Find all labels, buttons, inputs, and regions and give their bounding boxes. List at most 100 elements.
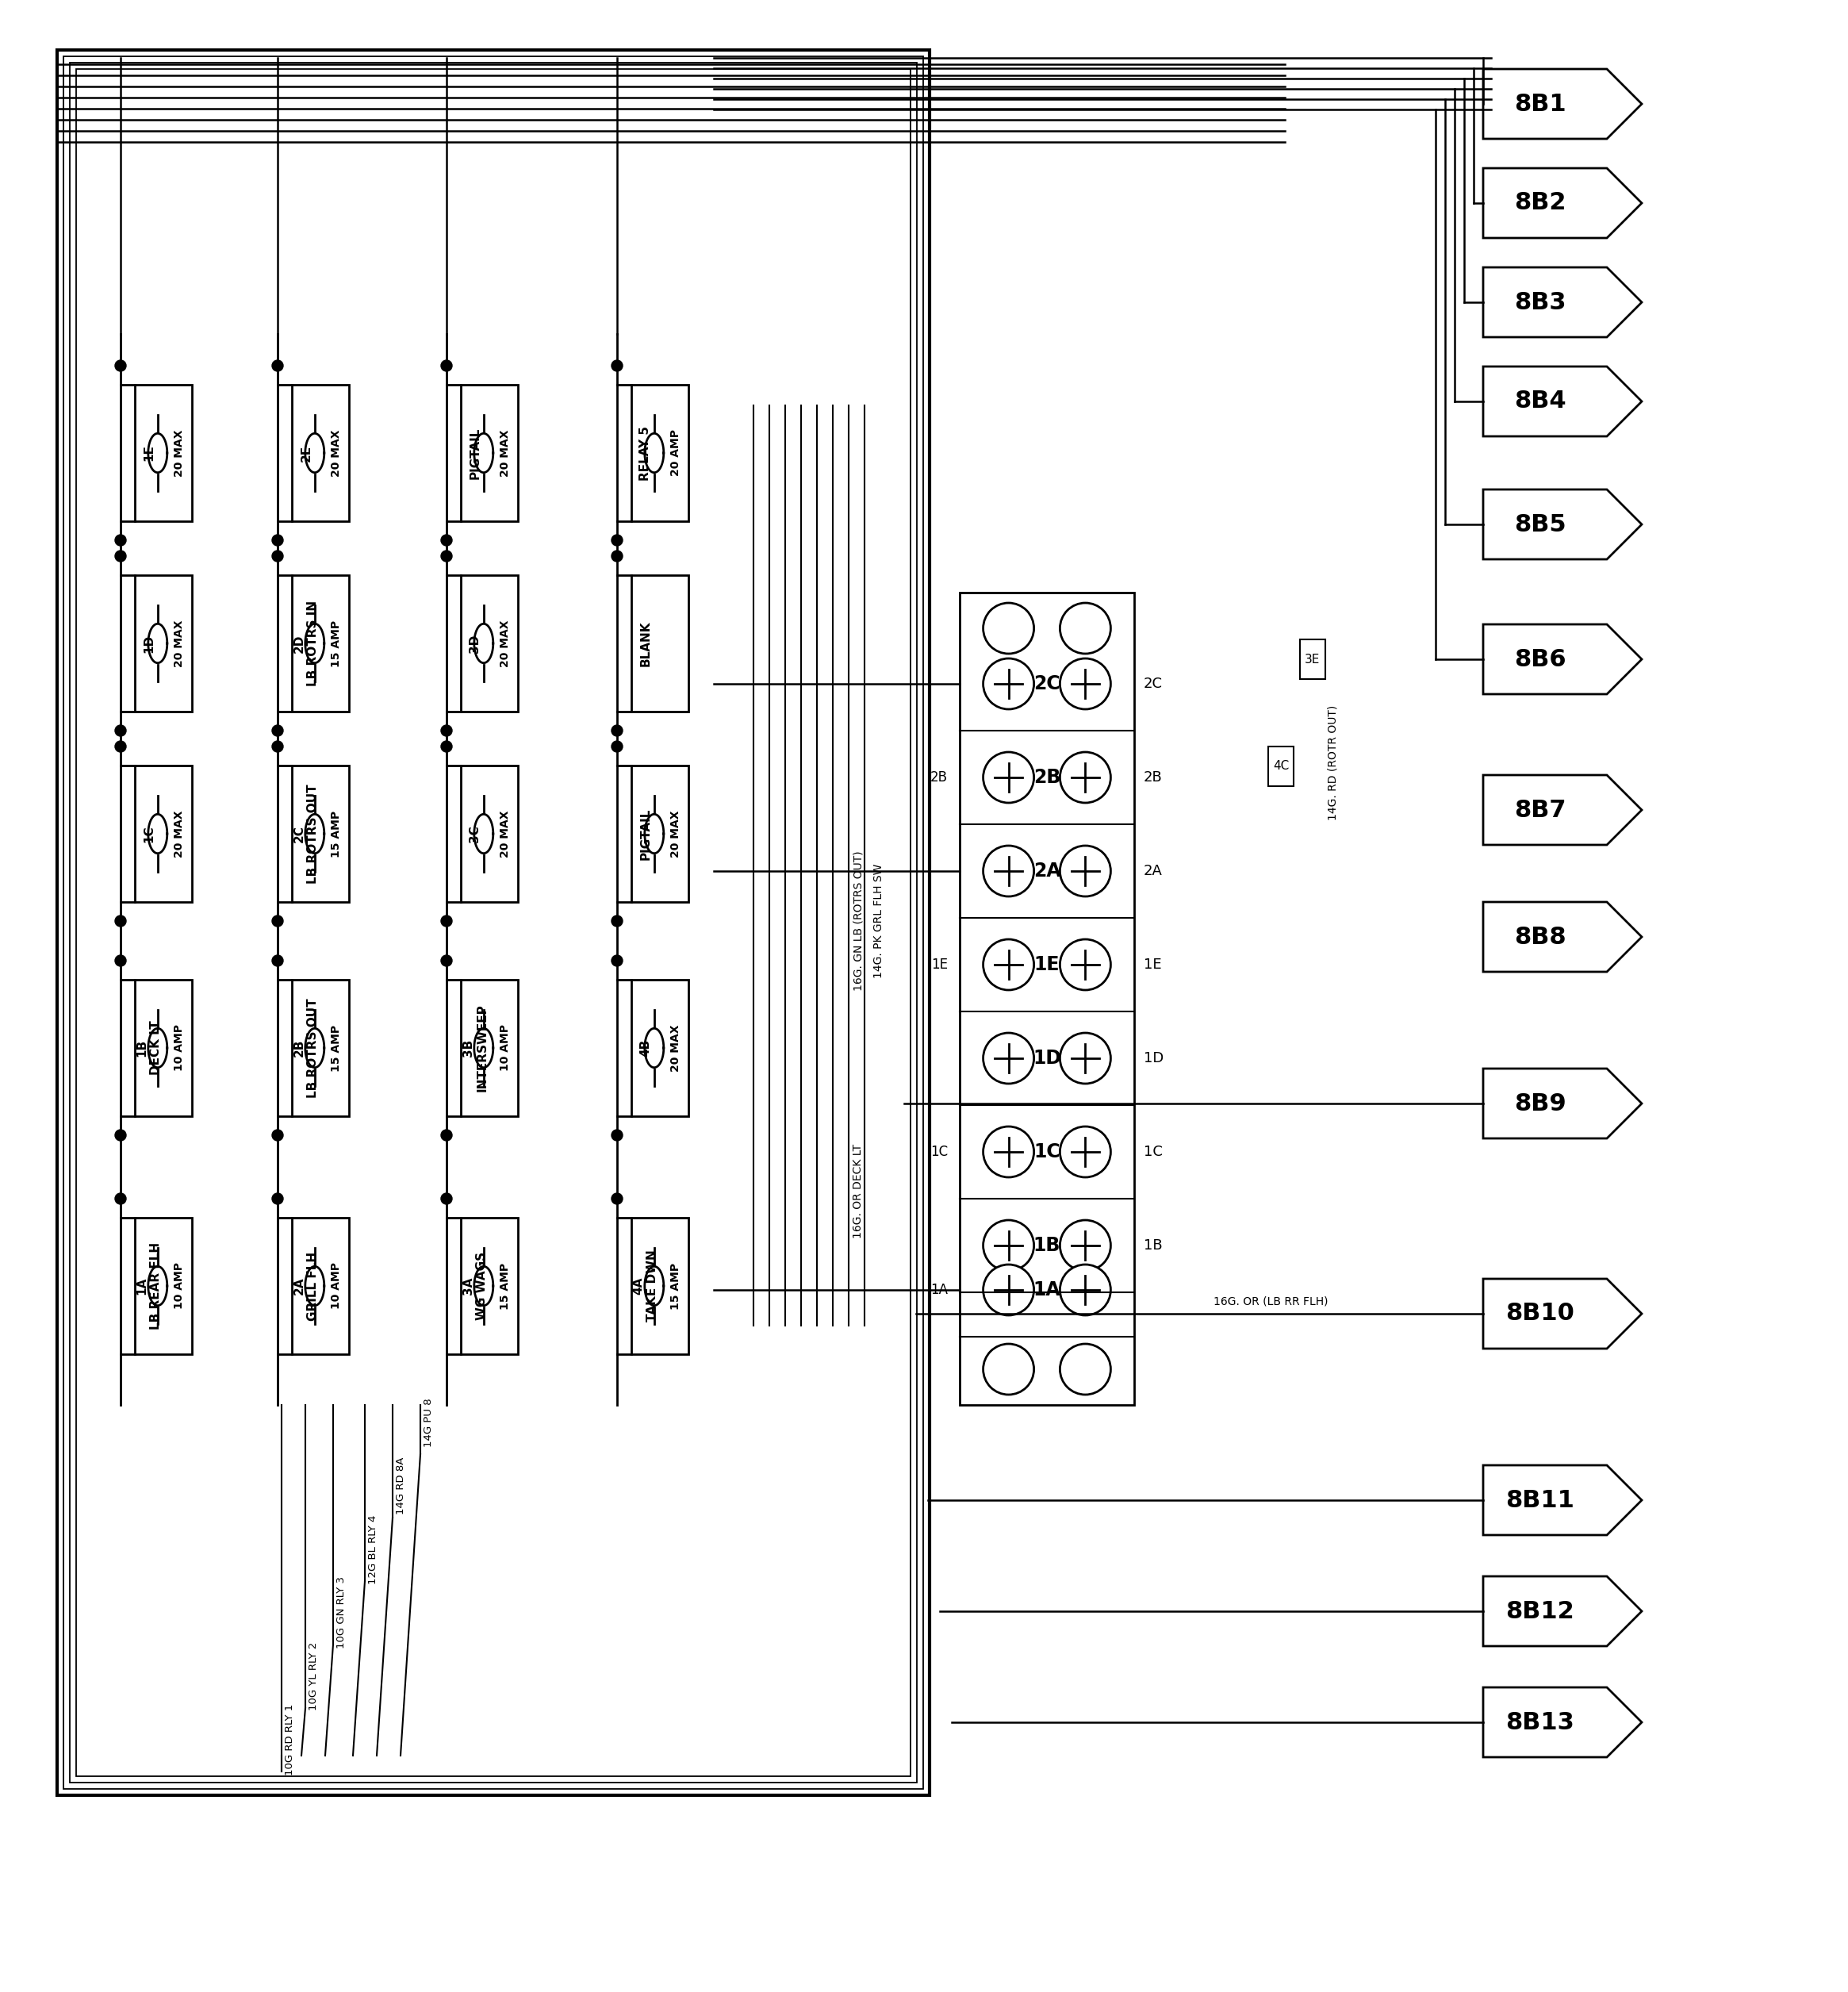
Text: 10G RD RLY 1: 10G RD RLY 1 [285, 1703, 296, 1775]
Circle shape [442, 1193, 453, 1205]
Circle shape [442, 534, 453, 546]
Circle shape [983, 1034, 1033, 1084]
Text: BLANK: BLANK [639, 622, 652, 665]
Circle shape [272, 1129, 283, 1141]
Circle shape [115, 534, 126, 546]
Text: 1E: 1E [142, 444, 155, 462]
Bar [632, 980, 689, 1116]
Circle shape [983, 753, 1033, 803]
Polygon shape [1484, 1068, 1641, 1137]
Bar [604, 335, 708, 1404]
Bar [612, 341, 702, 1398]
Text: 1B: 1B [1033, 1235, 1061, 1255]
Circle shape [612, 741, 623, 753]
Circle shape [442, 916, 453, 926]
Text: 14G RD 8A: 14G RD 8A [395, 1458, 407, 1514]
Text: 1D: 1D [142, 633, 155, 653]
Bar [272, 341, 456, 1398]
Bar [292, 576, 349, 711]
Bar [135, 765, 192, 902]
Text: 1A: 1A [930, 1283, 948, 1297]
Text: 15 AMP: 15 AMP [331, 1024, 342, 1072]
Bar [70, 62, 917, 1783]
Text: 1C: 1C [1033, 1141, 1061, 1161]
Circle shape [442, 725, 453, 737]
Text: 4A
TAKE DWN: 4A TAKE DWN [632, 1249, 658, 1323]
Bar [632, 384, 689, 522]
Circle shape [1061, 940, 1111, 990]
Text: 20 MAX: 20 MAX [499, 811, 510, 857]
Circle shape [442, 361, 453, 371]
Circle shape [983, 847, 1033, 896]
Text: 2B: 2B [1033, 769, 1061, 787]
Circle shape [612, 916, 623, 926]
Circle shape [272, 741, 283, 753]
Text: 1C: 1C [930, 1145, 948, 1159]
Circle shape [612, 1129, 623, 1141]
Circle shape [442, 954, 453, 966]
Bar [135, 576, 192, 711]
Circle shape [1061, 659, 1111, 709]
Text: 20 MAX: 20 MAX [174, 811, 185, 857]
Bar [76, 70, 911, 1777]
Polygon shape [1484, 623, 1641, 693]
Text: 10 AMP: 10 AMP [174, 1024, 185, 1072]
Circle shape [983, 940, 1033, 990]
Text: 10G GN RLY 3: 10G GN RLY 3 [336, 1578, 347, 1649]
Circle shape [612, 361, 623, 371]
Circle shape [1061, 1034, 1111, 1084]
Text: 8B12: 8B12 [1506, 1600, 1574, 1623]
Text: 20 MAX: 20 MAX [331, 430, 342, 476]
Circle shape [983, 659, 1033, 709]
Text: 8B3: 8B3 [1514, 291, 1567, 315]
Polygon shape [1484, 1466, 1641, 1536]
Bar [85, 347, 281, 1392]
Bar [63, 56, 924, 1789]
Bar [1299, 639, 1325, 679]
Bar [135, 1217, 192, 1355]
Polygon shape [1484, 1279, 1641, 1349]
Text: 2C: 2C [1144, 677, 1162, 691]
Bar [292, 1217, 349, 1355]
Circle shape [983, 604, 1033, 653]
Text: 15 AMP: 15 AMP [331, 811, 342, 857]
Text: 3E: 3E [1305, 653, 1319, 665]
Text: 2A
GRILL FLH: 2A GRILL FLH [294, 1251, 320, 1321]
Text: 14G PU 8: 14G PU 8 [423, 1398, 434, 1446]
Text: 20 MAX: 20 MAX [671, 811, 682, 857]
Text: 20 MAX: 20 MAX [499, 430, 510, 476]
Text: 8B6: 8B6 [1514, 647, 1567, 671]
Circle shape [272, 550, 283, 562]
Text: 8B11: 8B11 [1506, 1488, 1574, 1512]
Bar [135, 384, 192, 522]
Circle shape [115, 954, 126, 966]
Circle shape [1061, 1345, 1111, 1394]
Text: 8B7: 8B7 [1514, 799, 1567, 821]
Polygon shape [1484, 70, 1641, 139]
Circle shape [1061, 753, 1111, 803]
Bar [292, 765, 349, 902]
Circle shape [1061, 1127, 1111, 1177]
Bar [434, 335, 634, 1404]
Bar [632, 576, 689, 711]
Text: 8B9: 8B9 [1514, 1092, 1567, 1116]
Bar [460, 980, 517, 1116]
Bar [460, 1217, 517, 1355]
Text: PIGTAIL: PIGTAIL [639, 809, 652, 861]
Circle shape [115, 1193, 126, 1205]
Bar [1268, 747, 1294, 787]
Circle shape [983, 1127, 1033, 1177]
Polygon shape [1484, 1576, 1641, 1645]
Text: 3B
INTERSWEEP: 3B INTERSWEEP [462, 1004, 488, 1092]
Text: 2A: 2A [1144, 865, 1162, 878]
Bar [460, 384, 517, 522]
Circle shape [442, 550, 453, 562]
Text: 1E: 1E [1144, 958, 1162, 972]
Text: 2C: 2C [1033, 675, 1061, 693]
Circle shape [115, 361, 126, 371]
Circle shape [272, 361, 283, 371]
Text: 1A: 1A [1033, 1281, 1061, 1299]
Bar [632, 765, 689, 902]
Circle shape [612, 534, 623, 546]
Text: 3A
WG WAGS: 3A WG WAGS [462, 1251, 488, 1321]
